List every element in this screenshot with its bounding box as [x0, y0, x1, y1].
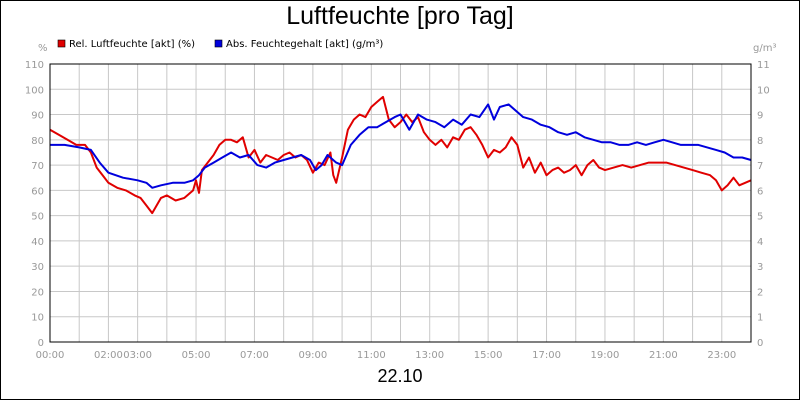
- x-tick-label: 07:00: [240, 350, 269, 361]
- x-tick-label: 19:00: [591, 350, 620, 361]
- chart-title: Luftfeuchte [pro Tag]: [286, 2, 514, 30]
- y-left-tick-label: 50: [31, 212, 44, 223]
- y-left-tick-label: 70: [31, 161, 44, 172]
- y-left-tick-label: 100: [25, 85, 44, 96]
- y-left-tick-label: 10: [31, 313, 44, 324]
- y-right-tick-label: 7: [757, 161, 763, 172]
- x-tick-label: 13:00: [415, 350, 444, 361]
- tick-labels: 0 10 20 30 40 50 60 70 80 90 100 110 0 1 2 3 4 5 6 7 8 9 10 11 0…: [25, 60, 770, 361]
- y-left-tick-label: 80: [31, 136, 44, 147]
- y-left-tick-label: 40: [31, 237, 44, 248]
- y-right-tick-label: 4: [757, 237, 763, 248]
- x-tick-label: 23:00: [707, 350, 736, 361]
- y-left-tick-label: 90: [31, 111, 44, 122]
- y-right-tick-label: 9: [757, 111, 763, 122]
- y-right-tick-label: 8: [757, 136, 763, 147]
- x-tick-label: 15:00: [474, 350, 503, 361]
- x-tick-label: 09:00: [298, 350, 327, 361]
- date-label: 22.10: [377, 366, 423, 386]
- y-right-unit: g/m³: [753, 43, 776, 54]
- y-left-tick-label: 60: [31, 186, 44, 197]
- x-tick-label: 17:00: [532, 350, 561, 361]
- y-left-tick-label: 0: [38, 338, 44, 349]
- y-left-tick-label: 110: [25, 60, 44, 71]
- plot-border: [49, 63, 752, 343]
- legend: Rel. Luftfeuchte [akt] (%) Abs. Feuchtege…: [57, 39, 383, 50]
- x-tick-label: 05:00: [182, 350, 211, 361]
- y-right-tick-label: 0: [757, 338, 763, 349]
- legend-label-abs: Abs. Feuchtegehalt [akt] (g/m³): [226, 39, 383, 50]
- x-tick-label: 00:00: [36, 350, 65, 361]
- series-abs-humidity-line: [50, 103, 752, 189]
- legend-swatch-abs: [214, 39, 223, 48]
- y-right-tick-label: 3: [757, 262, 763, 273]
- y-right-tick-label: 5: [757, 212, 763, 223]
- x-tick-label: 03:00: [123, 350, 152, 361]
- y-right-tick-label: 6: [757, 186, 763, 197]
- y-right-tick-label: 10: [757, 85, 770, 96]
- y-left-unit: %: [38, 43, 48, 54]
- y-right-tick-label: 2: [757, 287, 763, 298]
- series-lines: [49, 95, 752, 215]
- y-right-tick-label: 11: [757, 60, 770, 71]
- legend-swatch-rel: [57, 39, 66, 48]
- x-tick-label: 21:00: [649, 350, 678, 361]
- y-left-tick-label: 20: [31, 287, 44, 298]
- x-tick-label: 11:00: [357, 350, 386, 361]
- y-right-tick-label: 1: [757, 313, 763, 324]
- x-tick-label: 02:00: [94, 350, 123, 361]
- legend-label-rel: Rel. Luftfeuchte [akt] (%): [69, 39, 195, 50]
- y-left-tick-label: 30: [31, 262, 44, 273]
